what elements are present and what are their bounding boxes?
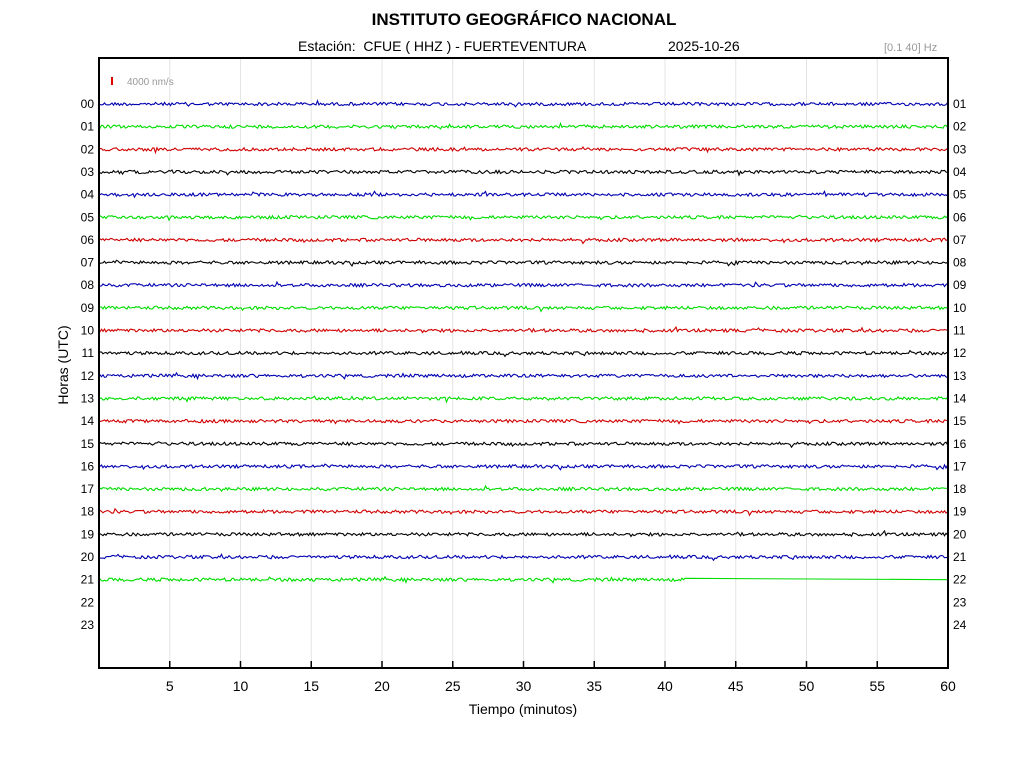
hour-label-left: 12: [81, 369, 95, 383]
seismic-trace-hour: [98, 305, 948, 313]
x-tick-label: 55: [869, 678, 885, 694]
hour-label-left: 21: [81, 573, 95, 587]
seismic-traces: [98, 99, 949, 585]
hour-label-left: 13: [81, 391, 95, 405]
x-tick-label: 30: [516, 678, 532, 694]
hour-label-right: 19: [953, 505, 967, 519]
page-title: INSTITUTO GEOGRÁFICO NACIONAL: [371, 10, 677, 29]
scale-bar: [111, 77, 113, 85]
x-tick-label: 35: [586, 678, 602, 694]
hour-label-left: 19: [81, 527, 95, 541]
hour-label-left: 16: [81, 459, 95, 473]
seismic-trace-hour: [98, 99, 948, 108]
hour-label-left: 09: [81, 301, 95, 315]
seismic-trace-hour: [98, 507, 948, 517]
hour-label-right: 16: [953, 437, 967, 451]
seismic-trace-hour: [98, 553, 948, 562]
hour-label-left: 03: [81, 165, 95, 179]
right-hour-labels: 01 02 03 04 05 06 07 08 09 10 11 12 13 14 15 16 17 18 19 20…: [953, 97, 967, 632]
seismic-trace-hour: [98, 371, 948, 381]
seismic-trace-hour: [98, 190, 948, 199]
seismic-trace-hour: [98, 529, 948, 538]
left-hour-labels: 00 01 02 03 04 05 06 07 08 09 10 11 12 13 14 15 16 17 18 19…: [81, 97, 95, 632]
hour-label-right: 03: [953, 142, 967, 156]
seismic-trace-hour: [98, 121, 948, 130]
seismic-trace-hour: [98, 280, 948, 288]
hour-label-right: 18: [953, 482, 967, 496]
hour-label-right: 10: [953, 301, 967, 315]
scale-label: 4000 nm/s: [127, 77, 174, 88]
hour-label-left: 23: [81, 618, 95, 632]
x-tick-label: 50: [799, 678, 815, 694]
hour-label-left: 02: [81, 142, 95, 156]
hour-label-left: 07: [81, 256, 95, 270]
hour-label-left: 14: [81, 414, 95, 428]
station-subtitle: Estación: CFUE ( HHZ ) - FUERTEVENTURA: [298, 38, 587, 54]
seismic-trace-hour: [98, 169, 948, 177]
seismic-trace-hour: [98, 575, 949, 585]
hour-label-right: 09: [953, 278, 967, 292]
seismic-trace-hour: [98, 237, 948, 245]
hour-label-right: 04: [953, 165, 967, 179]
x-axis-label: Tiempo (minutos): [469, 701, 577, 717]
hour-label-right: 01: [953, 97, 967, 111]
x-tick-label: 25: [445, 678, 461, 694]
x-tick-label: 10: [233, 678, 249, 694]
x-tick-label: 60: [940, 678, 956, 694]
hour-label-right: 23: [953, 595, 967, 609]
seismic-trace-hour: [98, 484, 948, 493]
hour-label-left: 00: [81, 97, 95, 111]
frequency-band: [0.1 40] Hz: [884, 42, 938, 54]
seismic-trace-hour: [98, 214, 948, 222]
hour-label-left: 05: [81, 210, 95, 224]
hour-label-left: 20: [81, 550, 95, 564]
seismic-trace-hour: [98, 440, 948, 449]
hour-label-left: 17: [81, 482, 95, 496]
hour-label-left: 11: [82, 346, 95, 360]
hour-label-right: 08: [953, 256, 967, 270]
hour-label-right: 21: [953, 550, 967, 564]
hour-label-left: 08: [81, 278, 95, 292]
hour-label-right: 20: [953, 527, 967, 541]
hour-label-right: 12: [953, 346, 967, 360]
y-axis-label: Horas (UTC): [55, 325, 71, 404]
hour-label-left: 22: [81, 595, 95, 609]
hour-label-right: 05: [953, 188, 967, 202]
hour-label-right: 24: [953, 618, 967, 632]
seismic-trace-hour: [98, 146, 948, 155]
hour-label-right: 13: [953, 369, 967, 383]
hour-label-right: 22: [953, 573, 967, 587]
hour-label-left: 01: [81, 120, 95, 134]
hour-label-right: 17: [953, 459, 967, 473]
hour-label-left: 04: [81, 188, 95, 202]
hour-label-right: 07: [953, 233, 967, 247]
hour-label-right: 11: [953, 324, 966, 338]
hour-label-left: 10: [81, 324, 95, 338]
x-tick-label: 5: [166, 678, 174, 694]
x-tick-label: 40: [657, 678, 673, 694]
hour-label-right: 15: [953, 414, 967, 428]
hour-label-right: 02: [953, 120, 967, 134]
x-tick-label: 20: [374, 678, 390, 694]
seismic-trace-hour: [98, 349, 948, 358]
x-tick-label: 15: [303, 678, 319, 694]
seismic-trace-hour: [98, 325, 948, 334]
hour-label-right: 14: [953, 391, 967, 405]
hour-label-left: 06: [81, 233, 95, 247]
grid-lines: [169, 58, 878, 668]
x-tick-label: 45: [728, 678, 744, 694]
seismic-trace-hour: [98, 259, 948, 267]
hour-label-left: 15: [81, 437, 95, 451]
hour-label-right: 06: [953, 210, 967, 224]
x-axis: 5 10 15 20 25 30 35 40 45 50 55 60: [166, 661, 956, 694]
hour-label-left: 18: [81, 505, 95, 519]
seismic-trace-hour: [98, 463, 948, 471]
record-date: 2025-10-26: [668, 38, 740, 54]
seismic-trace-hour: [98, 395, 948, 404]
seismic-trace-hour: [98, 418, 948, 425]
